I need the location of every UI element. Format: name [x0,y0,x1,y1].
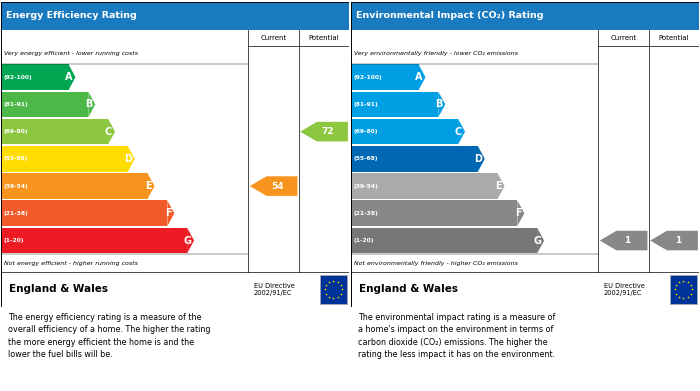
Text: Very environmentally friendly - lower CO₂ emissions: Very environmentally friendly - lower CO… [354,51,518,56]
Bar [351,201,517,226]
Text: F: F [515,208,522,218]
Text: Very energy efficient - lower running costs: Very energy efficient - lower running co… [4,51,138,56]
Text: (81-91): (81-91) [354,102,379,107]
Polygon shape [250,176,298,196]
Text: B: B [85,99,92,109]
Text: England & Wales: England & Wales [359,284,458,294]
Bar [1,146,128,172]
Text: (92-100): (92-100) [4,75,33,80]
Text: B: B [435,99,442,109]
Text: 72: 72 [321,127,334,136]
Bar [1,2,349,30]
Text: Environmental Impact (CO₂) Rating: Environmental Impact (CO₂) Rating [356,11,544,20]
Polygon shape [600,231,648,250]
Polygon shape [478,146,485,172]
Bar [1,201,167,226]
Polygon shape [69,65,76,90]
Text: (21-38): (21-38) [4,211,29,216]
Text: (1-20): (1-20) [354,238,374,243]
Polygon shape [187,228,194,253]
Text: Energy Efficiency Rating: Energy Efficiency Rating [6,11,137,20]
Bar [671,275,696,304]
Text: 1: 1 [675,236,681,245]
Polygon shape [88,91,95,117]
Bar [1,91,88,117]
Text: Potential: Potential [309,35,340,41]
Polygon shape [300,122,348,142]
Polygon shape [537,228,544,253]
Bar [321,275,346,304]
Text: E: E [145,181,152,191]
Text: (39-54): (39-54) [354,184,379,188]
Bar [1,65,69,90]
Text: (55-68): (55-68) [4,156,28,161]
Text: (69-80): (69-80) [4,129,28,134]
Text: (55-68): (55-68) [354,156,378,161]
Bar [351,228,537,253]
Bar [1,119,108,145]
Text: (69-80): (69-80) [354,129,378,134]
Polygon shape [498,173,505,199]
Polygon shape [419,65,426,90]
Text: (92-100): (92-100) [354,75,383,80]
Text: The energy efficiency rating is a measure of the
overall efficiency of a home. T: The energy efficiency rating is a measur… [8,313,211,359]
Text: Not energy efficient - higher running costs: Not energy efficient - higher running co… [4,262,138,266]
Polygon shape [108,119,115,145]
Bar [351,173,498,199]
Text: F: F [165,208,172,218]
Polygon shape [438,91,445,117]
Text: E: E [495,181,502,191]
Text: Current: Current [260,35,287,41]
Text: (39-54): (39-54) [4,184,29,188]
Bar [351,119,458,145]
Polygon shape [148,173,155,199]
Polygon shape [458,119,465,145]
Polygon shape [517,201,524,226]
Text: G: G [183,235,191,246]
Text: EU Directive
2002/91/EC: EU Directive 2002/91/EC [603,283,645,296]
Text: (81-91): (81-91) [4,102,29,107]
Text: Potential: Potential [659,35,690,41]
Bar [351,2,699,30]
Bar [1,173,148,199]
Bar [351,65,419,90]
Text: G: G [533,235,541,246]
Text: The environmental impact rating is a measure of
a home's impact on the environme: The environmental impact rating is a mea… [358,313,556,359]
Text: (21-38): (21-38) [354,211,379,216]
Text: C: C [455,127,462,136]
Text: Not environmentally friendly - higher CO₂ emissions: Not environmentally friendly - higher CO… [354,262,518,266]
Text: A: A [415,72,423,82]
Polygon shape [128,146,135,172]
Text: D: D [474,154,482,164]
Text: D: D [124,154,132,164]
Text: EU Directive
2002/91/EC: EU Directive 2002/91/EC [253,283,295,296]
Polygon shape [167,201,174,226]
Text: (1-20): (1-20) [4,238,24,243]
Text: 1: 1 [624,236,631,245]
Text: Current: Current [610,35,637,41]
Bar [1,228,187,253]
Text: England & Wales: England & Wales [9,284,108,294]
Text: C: C [105,127,112,136]
Bar [351,91,438,117]
Text: 54: 54 [271,181,284,190]
Text: A: A [65,72,73,82]
Bar [351,146,478,172]
Polygon shape [650,231,698,250]
